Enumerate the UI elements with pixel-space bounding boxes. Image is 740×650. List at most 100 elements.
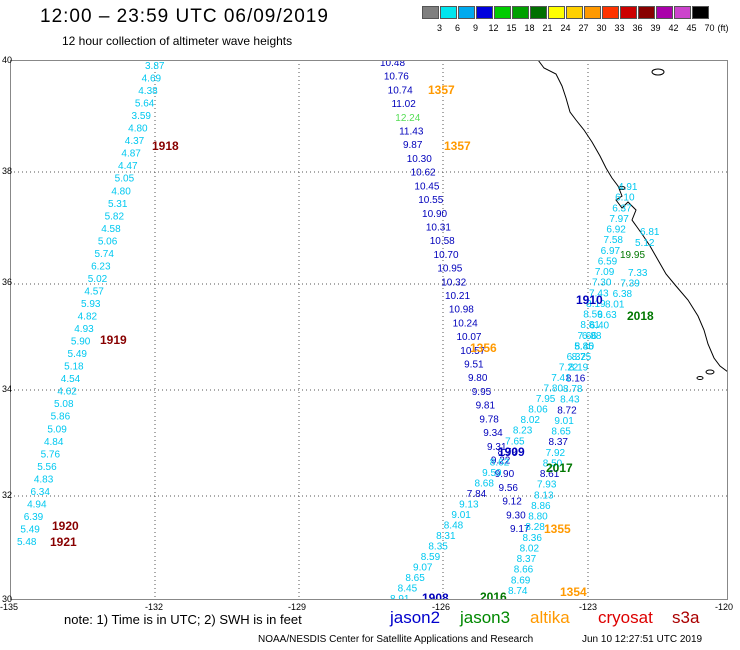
swh-value-track-d: 7.39	[620, 279, 640, 290]
swh-value-track-c: 4.91	[618, 182, 638, 193]
swh-value-track-d: 5.85	[574, 342, 594, 353]
swh-value-track-b: 10.76	[384, 72, 409, 83]
pass-time-label: 1910	[576, 293, 603, 307]
swh-value-track-c: 8.69	[511, 575, 531, 586]
swh-value-track-d: 7.80	[544, 384, 564, 395]
swh-value-track-a: 4.83	[34, 474, 54, 485]
scale-swatch	[440, 6, 457, 19]
swh-value-track-d: 8.65	[405, 573, 425, 584]
swh-value-track-b: 10.21	[445, 291, 470, 302]
swh-value-track-a: 4.62	[57, 387, 77, 398]
swh-value-track-c: 8.78	[563, 384, 583, 395]
swh-value-track-c: 8.59	[583, 310, 603, 321]
swh-value-track-b: 11.02	[391, 99, 416, 110]
swh-value-track-a: 4.94	[27, 499, 47, 510]
swh-value-track-a: 5.90	[71, 337, 91, 348]
island	[651, 68, 665, 76]
map-title: 12:00 – 23:59 UTC 06/09/2019	[40, 6, 329, 27]
lat-label: 40	[2, 55, 13, 65]
swh-value-track-c: 8.86	[531, 501, 551, 512]
swh-value-track-a: 5.64	[135, 99, 155, 110]
scale-swatch	[674, 6, 691, 19]
scale-label: 12	[488, 23, 499, 33]
california-coastline	[537, 59, 729, 373]
swh-value-track-a: 6.23	[91, 261, 111, 272]
lat-lon-grid	[10, 60, 728, 600]
swh-value-track-c: 8.74	[508, 586, 528, 597]
swh-value-track-b: 10.32	[441, 277, 466, 288]
swh-value-track-a: 4.82	[78, 312, 98, 323]
scale-swatch	[638, 6, 655, 19]
lon-label: -120	[715, 602, 734, 612]
swh-value-track-c: 8.28	[525, 522, 545, 533]
lat-label: 38	[2, 166, 13, 176]
scale-label: 24	[560, 23, 571, 33]
scale-swatch	[620, 6, 637, 19]
swh-value-track-a: 4.93	[74, 324, 94, 335]
coastline	[537, 59, 729, 380]
swh-value-track-b: 9.90	[495, 469, 515, 480]
swh-value-track-b: 10.55	[418, 195, 443, 206]
scale-label: 36	[632, 23, 643, 33]
swh-value-track-d: 7.84	[467, 489, 487, 500]
swh-value-track-b: 10.58	[430, 236, 455, 247]
swh-value-track-d: 7.95	[536, 394, 556, 405]
lat-label: 30	[2, 594, 13, 604]
swh-value-track-c: 7.09	[595, 267, 615, 278]
swh-value-track-c: 8.61	[540, 469, 560, 480]
swh-value-track-b: 9.12	[502, 497, 522, 508]
swh-value-track-a: 5.48	[17, 537, 37, 548]
swh-value-track-a: 4.80	[111, 186, 131, 197]
lon-label: -132	[145, 602, 164, 612]
pass-time-label: 1357	[444, 139, 471, 153]
swh-value-track-b: 11.43	[399, 127, 424, 138]
swh-value-track-c: 6.37	[612, 203, 632, 214]
pass-time-label: 1909	[498, 445, 525, 459]
scale-swatch	[584, 6, 601, 19]
pass-time-label: 1356	[470, 341, 497, 355]
lat-label: 36	[2, 277, 13, 287]
scale-label: 45	[686, 23, 697, 33]
swh-value-track-a: 5.06	[98, 236, 118, 247]
satellite-legend-item: jason3	[460, 608, 511, 627]
swh-value-track-a: 5.74	[94, 249, 114, 260]
swh-value-track-a: 3.59	[132, 111, 152, 122]
swh-value-track-c: 6.92	[606, 225, 626, 236]
swh-value-track-b: 10.48	[380, 60, 405, 69]
swh-value-track-b: 10.30	[407, 154, 432, 165]
swh-value-track-a: 4.69	[142, 74, 162, 85]
scale-swatch	[530, 6, 547, 19]
swh-value-track-d: 8.68	[474, 478, 494, 489]
swh-value-track-d: 6.88	[582, 331, 602, 342]
scale-label: 27	[578, 23, 589, 33]
swh-value-track-a: 4.57	[84, 286, 104, 297]
scale-swatch	[602, 6, 619, 19]
pass-time-label: 2017	[546, 461, 573, 475]
swh-value-track-a: 5.49	[20, 524, 40, 535]
swh-value-track-a: 4.54	[61, 374, 81, 385]
swh-value-track-d: 8.45	[398, 583, 418, 594]
swh-value-track-d: 8.62	[490, 457, 510, 468]
swh-value-track-c: 8.80	[528, 512, 548, 523]
swh-value-track-a: 4.87	[121, 149, 141, 160]
pass-time-label: 2018	[627, 309, 654, 323]
swh-value-track-a: 4.80	[128, 124, 148, 135]
lon-label: -123	[579, 602, 598, 612]
scale-swatch	[422, 6, 439, 19]
scale-label: 39	[650, 23, 661, 33]
scale-label: 9	[472, 23, 478, 33]
swh-value-track-a: 4.84	[44, 437, 64, 448]
swh-value-track-b: 9.31	[487, 442, 507, 453]
swh-value-track-b: 10.95	[437, 264, 462, 275]
scale-label: 15	[506, 23, 517, 33]
swh-value-track-a: 5.82	[105, 211, 125, 222]
swh-value-track-d: 8.06	[528, 405, 548, 416]
swh-value-track-c: 8.16	[566, 373, 586, 384]
scale-swatch	[494, 6, 511, 19]
swh-value-track-b: 9.80	[468, 373, 488, 384]
swh-value-track-b: 9.51	[464, 360, 484, 371]
lon-label: -129	[288, 602, 307, 612]
swh-value-track-a: 6.39	[24, 512, 44, 523]
scale-swatch	[566, 6, 583, 19]
scale-swatch	[548, 6, 565, 19]
